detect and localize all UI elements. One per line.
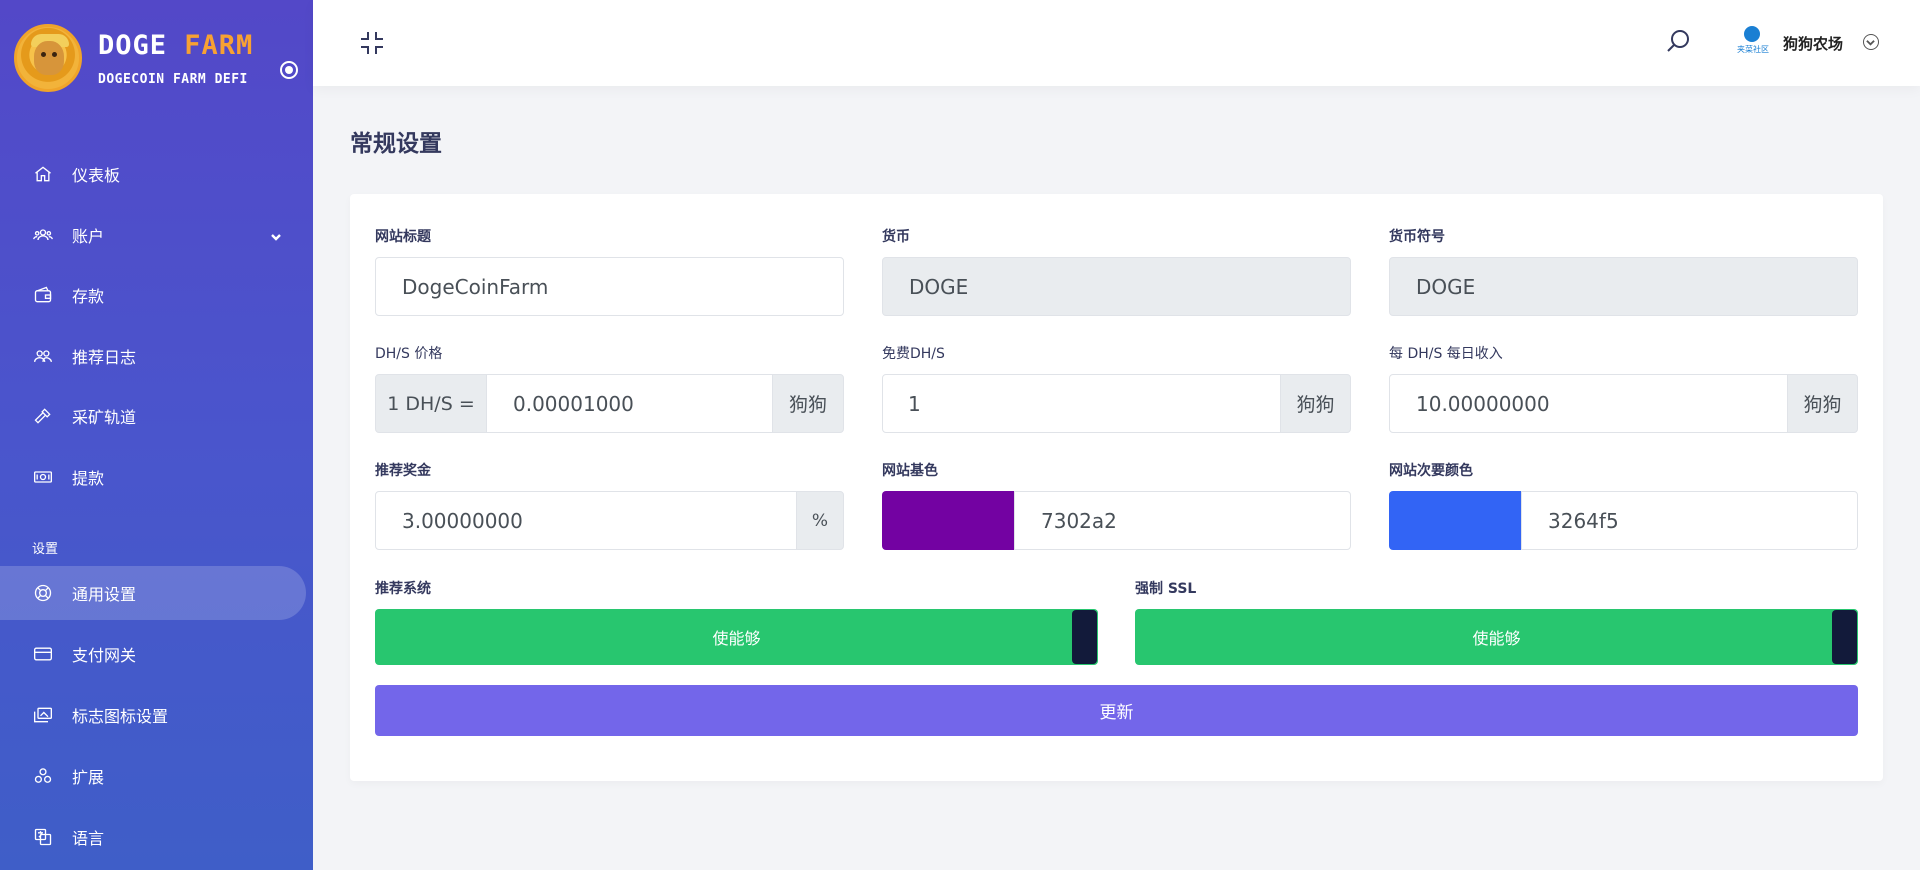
lifebuoy-icon xyxy=(32,582,54,604)
site-title-input[interactable]: DogeCoinFarm xyxy=(375,257,844,316)
sidebar-item-logo-settings[interactable]: 标志图标设置 xyxy=(0,688,306,742)
sidebar-item-label: 仪表板 xyxy=(72,166,121,185)
sidebar-section-header: 设置 xyxy=(32,542,59,557)
page-title: 常规设置 xyxy=(350,131,442,157)
home-icon xyxy=(32,163,54,185)
users-gear-icon xyxy=(32,224,54,246)
force-ssl-label: 强制 SSL xyxy=(1135,581,1197,597)
sidebar-item-language[interactable]: 语言 xyxy=(0,810,306,864)
dhs-price-label: DH/S 价格 xyxy=(375,346,443,362)
sidebar-item-label: 支付网关 xyxy=(72,646,137,665)
sidebar-item-label: 推荐日志 xyxy=(72,348,137,367)
money-icon xyxy=(32,466,54,488)
secondary-color-input[interactable]: 3264f5 xyxy=(1521,491,1858,550)
brand[interactable]: DOGE FARM DOGECOIN FARM DEFI xyxy=(14,24,304,98)
chevron-down-icon[interactable] xyxy=(1863,34,1879,50)
dhs-price-input[interactable]: 0.00001000 xyxy=(486,374,773,433)
daily-income-suffix: 狗狗 xyxy=(1787,374,1858,433)
force-ssl-toggle[interactable]: 使能够 xyxy=(1135,609,1858,665)
images-icon xyxy=(32,704,54,726)
brand-title: DOGE FARM xyxy=(98,30,254,61)
sidebar-item-deposits[interactable]: 存款 xyxy=(0,268,306,322)
toggle-state: 使能够 xyxy=(712,629,761,648)
user-name[interactable]: 狗狗农场 xyxy=(1783,35,1844,53)
sidebar-item-label: 标志图标设置 xyxy=(72,707,169,726)
referral-bonus-input[interactable]: 3.00000000 xyxy=(375,491,797,550)
referral-icon xyxy=(32,345,54,367)
brand-subtitle: DOGECOIN FARM DEFI xyxy=(98,72,248,87)
update-button[interactable]: 更新 xyxy=(375,685,1858,736)
referral-bonus-label: 推荐奖金 xyxy=(375,463,431,479)
secondary-color-label: 网站次要颜色 xyxy=(1389,463,1473,479)
dhs-price-prefix: 1 DH/S = xyxy=(375,374,487,433)
sidebar-item-label: 存款 xyxy=(72,287,105,306)
toggle-state: 使能够 xyxy=(1472,629,1521,648)
referral-system-label: 推荐系统 xyxy=(375,581,431,597)
avatar[interactable]: 夹菜社区 xyxy=(1733,26,1769,60)
collapse-icon[interactable] xyxy=(359,30,385,56)
referral-bonus-suffix: % xyxy=(796,491,844,550)
sidebar-item-label: 通用设置 xyxy=(72,585,137,604)
credit-card-icon xyxy=(32,643,54,665)
doge-logo-icon xyxy=(14,24,82,92)
sidebar-item-label: 账户 xyxy=(72,227,105,246)
topbar: 夹菜社区 狗狗农场 xyxy=(313,0,1920,86)
puzzle-icon xyxy=(32,765,54,787)
daily-income-label: 每 DH/S 每日收入 xyxy=(1389,346,1503,362)
currency-label: 货币 xyxy=(882,229,910,245)
hammer-icon xyxy=(32,405,54,427)
sidebar-item-general-settings[interactable]: 通用设置 xyxy=(0,566,306,620)
sidebar-item-withdrawals[interactable]: 提款 xyxy=(0,450,306,504)
daily-income-input[interactable]: 10.00000000 xyxy=(1389,374,1788,433)
dhs-price-suffix: 狗狗 xyxy=(772,374,844,433)
sidebar-toggle-icon[interactable] xyxy=(280,61,298,79)
sidebar: DOGE FARM DOGECOIN FARM DEFI 仪表板 账户 存款 推… xyxy=(0,0,313,870)
sidebar-item-label: 提款 xyxy=(72,469,105,488)
free-dhs-label: 免费DH/S xyxy=(882,346,945,362)
sidebar-item-extensions[interactable]: 扩展 xyxy=(0,749,306,803)
free-dhs-input[interactable]: 1 xyxy=(882,374,1281,433)
sidebar-item-accounts[interactable]: 账户 xyxy=(0,208,306,262)
base-color-input[interactable]: 7302a2 xyxy=(1014,491,1351,550)
sidebar-item-dashboard[interactable]: 仪表板 xyxy=(0,147,306,201)
referral-system-toggle[interactable]: 使能够 xyxy=(375,609,1098,665)
currency-symbol-label: 货币符号 xyxy=(1389,229,1445,245)
base-color-swatch[interactable] xyxy=(882,491,1015,550)
sidebar-item-label: 扩展 xyxy=(72,768,105,787)
wallet-icon xyxy=(32,284,54,306)
sidebar-item-referral-log[interactable]: 推荐日志 xyxy=(0,329,306,383)
search-icon[interactable] xyxy=(1665,28,1691,54)
sidebar-item-payment-gateways[interactable]: 支付网关 xyxy=(0,627,306,681)
site-title-label: 网站标题 xyxy=(375,229,431,245)
language-icon xyxy=(32,826,54,848)
base-color-label: 网站基色 xyxy=(882,463,938,479)
sidebar-item-mining-track[interactable]: 采矿轨道 xyxy=(0,389,306,443)
chevron-down-icon xyxy=(270,228,282,241)
secondary-color-swatch[interactable] xyxy=(1389,491,1522,550)
toggle-handle[interactable] xyxy=(1832,610,1857,664)
currency-symbol-input: DOGE xyxy=(1389,257,1858,316)
toggle-handle[interactable] xyxy=(1072,610,1097,664)
free-dhs-suffix: 狗狗 xyxy=(1280,374,1351,433)
sidebar-item-label: 采矿轨道 xyxy=(72,408,137,427)
currency-input: DOGE xyxy=(882,257,1351,316)
general-settings-form: 网站标题 DogeCoinFarm 货币 DOGE 货币符号 DOGE DH/S… xyxy=(350,194,1883,781)
sidebar-item-label: 语言 xyxy=(72,829,105,848)
